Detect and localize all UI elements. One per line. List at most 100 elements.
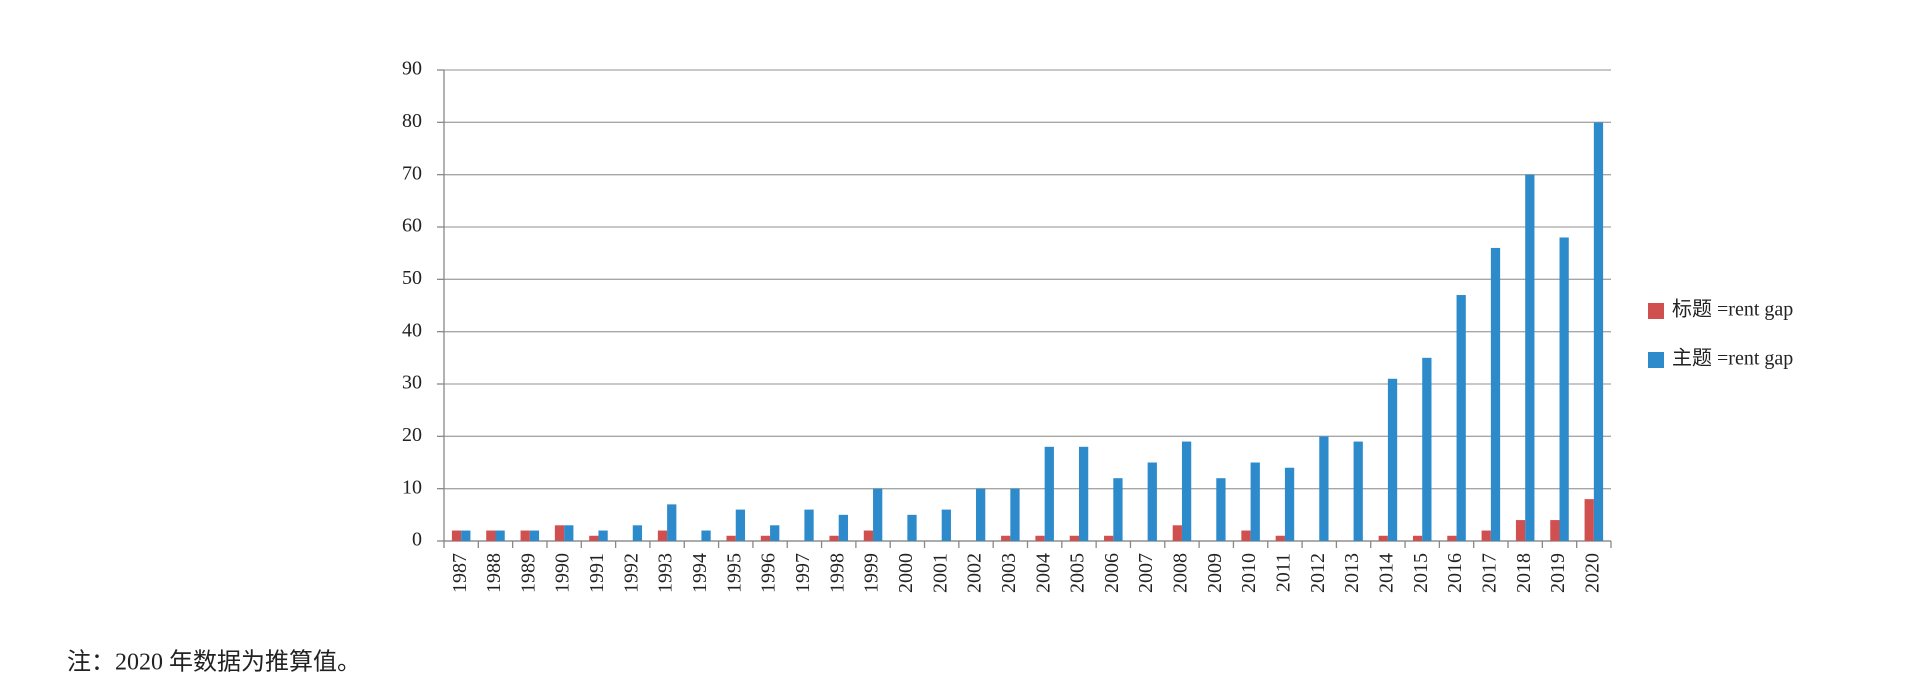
x-tick-label: 1987 bbox=[449, 553, 471, 593]
y-tick-label: 60 bbox=[402, 215, 422, 237]
bar bbox=[598, 530, 608, 541]
x-tick-label: 2003 bbox=[998, 553, 1020, 593]
bar bbox=[735, 509, 746, 541]
x-tick-label: 2016 bbox=[1444, 553, 1466, 593]
bar bbox=[1241, 530, 1251, 541]
x-tick-label: 1993 bbox=[655, 553, 677, 593]
bar bbox=[529, 530, 540, 541]
bar bbox=[1378, 535, 1388, 541]
bar bbox=[804, 509, 814, 541]
bar bbox=[667, 504, 677, 541]
bar bbox=[1412, 535, 1423, 541]
x-tick-label: 1992 bbox=[620, 553, 642, 593]
bar bbox=[1113, 478, 1123, 541]
bar bbox=[770, 525, 780, 541]
bar bbox=[760, 535, 771, 541]
x-tick-label: 2014 bbox=[1375, 553, 1397, 593]
bar bbox=[1456, 295, 1466, 541]
x-tick-label: 1990 bbox=[552, 553, 574, 593]
x-tick-label: 2005 bbox=[1067, 553, 1089, 593]
bar bbox=[632, 525, 643, 541]
bar bbox=[564, 525, 574, 541]
y-tick-label: 20 bbox=[402, 424, 422, 446]
y-tick-label: 30 bbox=[402, 372, 422, 394]
bar bbox=[1481, 530, 1491, 541]
x-tick-label: 2001 bbox=[929, 553, 951, 593]
x-tick-label: 2009 bbox=[1204, 553, 1226, 593]
x-tick-label: 2000 bbox=[895, 553, 917, 593]
x-tick-label: 1995 bbox=[723, 553, 745, 593]
bar bbox=[451, 530, 462, 541]
bar bbox=[1035, 535, 1045, 541]
bar bbox=[1078, 446, 1089, 541]
y-tick-label: 40 bbox=[402, 319, 422, 341]
bar bbox=[907, 514, 917, 541]
bar bbox=[1550, 520, 1560, 541]
bar bbox=[1001, 535, 1011, 541]
x-tick-label: 2012 bbox=[1307, 553, 1329, 593]
bar bbox=[1010, 488, 1020, 541]
y-tick-label: 50 bbox=[402, 267, 422, 289]
bar bbox=[1104, 535, 1114, 541]
bar bbox=[863, 530, 874, 541]
y-tick-label: 80 bbox=[402, 110, 422, 132]
legend-swatch bbox=[1648, 352, 1664, 368]
bar bbox=[1069, 535, 1079, 541]
x-tick-label: 2013 bbox=[1341, 553, 1363, 593]
bar bbox=[1584, 499, 1594, 541]
bar bbox=[1044, 446, 1054, 541]
bar bbox=[1447, 535, 1457, 541]
bar bbox=[1593, 122, 1604, 541]
x-tick-label: 1997 bbox=[792, 553, 814, 593]
bar bbox=[1181, 441, 1192, 541]
x-tick-label: 2015 bbox=[1410, 553, 1432, 593]
x-tick-label: 2008 bbox=[1170, 553, 1192, 593]
x-tick-label: 2011 bbox=[1273, 553, 1295, 592]
bar bbox=[495, 530, 505, 541]
bar bbox=[1422, 357, 1432, 541]
bar bbox=[873, 488, 883, 541]
bar bbox=[461, 530, 471, 541]
x-tick-label: 2019 bbox=[1547, 553, 1569, 593]
x-tick-label: 1994 bbox=[689, 553, 711, 593]
bar bbox=[486, 530, 496, 541]
bar bbox=[726, 535, 736, 541]
bar bbox=[1490, 247, 1501, 541]
note: 注：2020 年数据为推算值。 bbox=[67, 649, 361, 676]
bar bbox=[1515, 520, 1526, 541]
bar bbox=[1353, 441, 1363, 541]
y-tick-label: 70 bbox=[402, 162, 422, 184]
bar bbox=[976, 488, 986, 541]
bar bbox=[838, 514, 848, 541]
x-tick-label: 1989 bbox=[517, 553, 539, 593]
x-tick-label: 1999 bbox=[861, 553, 883, 593]
x-tick-label: 2018 bbox=[1513, 553, 1535, 593]
bar bbox=[589, 535, 599, 541]
bar bbox=[1559, 237, 1569, 541]
bar bbox=[1172, 525, 1182, 541]
bar bbox=[657, 530, 668, 541]
bar bbox=[1216, 478, 1226, 541]
x-tick-label: 2020 bbox=[1581, 553, 1603, 593]
y-tick-label: 0 bbox=[412, 529, 422, 551]
bar bbox=[1319, 436, 1329, 541]
legend-swatch bbox=[1648, 303, 1664, 319]
bar bbox=[1147, 462, 1157, 541]
bar bbox=[1387, 378, 1398, 541]
x-tick-label: 2004 bbox=[1032, 553, 1054, 593]
x-tick-label: 2002 bbox=[964, 553, 986, 593]
x-tick-label: 1991 bbox=[586, 553, 608, 593]
legend-label: 主题 =rent gap bbox=[1672, 347, 1793, 370]
x-tick-label: 1996 bbox=[758, 553, 780, 593]
bar bbox=[701, 530, 711, 541]
bar bbox=[1250, 462, 1260, 541]
bar bbox=[1275, 535, 1285, 541]
y-tick-label: 90 bbox=[402, 58, 422, 80]
x-tick-label: 1988 bbox=[483, 553, 505, 593]
legend-label: 标题 =rent gap bbox=[1672, 298, 1793, 321]
bar bbox=[941, 509, 951, 541]
bar bbox=[829, 535, 839, 541]
x-tick-label: 2006 bbox=[1101, 553, 1123, 593]
bar bbox=[1284, 467, 1295, 541]
